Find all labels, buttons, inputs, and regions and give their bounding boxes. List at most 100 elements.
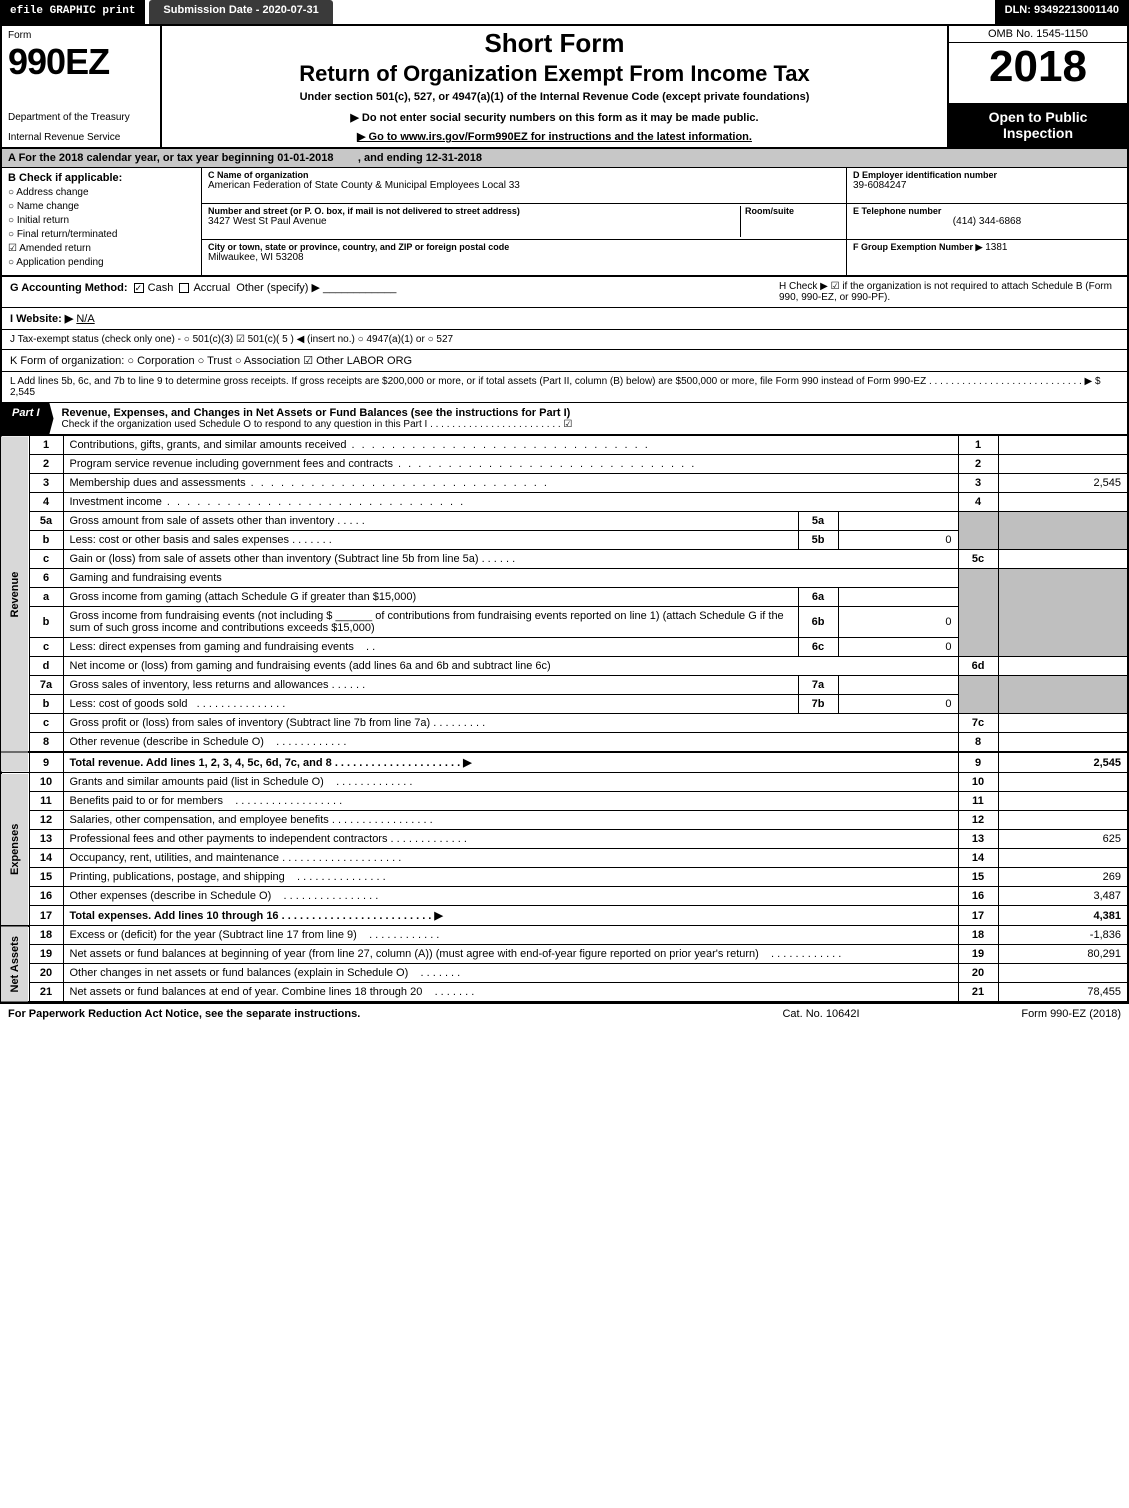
line-16-rv: 3,487 <box>998 887 1128 906</box>
line-5c-rv <box>998 550 1128 569</box>
line-6a-desc: Gross income from gaming (attach Schedul… <box>63 588 798 607</box>
line-7a-sn: 7a <box>798 676 838 695</box>
section-def: D Employer identification number 39-6084… <box>847 168 1127 275</box>
line-6b-sn: 6b <box>798 607 838 638</box>
line-12-rv <box>998 811 1128 830</box>
footer-form: Form 990-EZ (2018) <box>921 1008 1121 1020</box>
group-exemption-value: 1381 <box>985 242 1007 253</box>
line-3-rn: 3 <box>958 474 998 493</box>
line-19-rn: 19 <box>958 945 998 964</box>
line-12-desc: Salaries, other compensation, and employ… <box>70 814 329 826</box>
line-6-num: 6 <box>29 569 63 588</box>
chk-amended-return[interactable]: Amended return <box>8 243 195 254</box>
line-4-desc: Investment income <box>70 496 162 508</box>
side-expenses: Expenses <box>1 773 29 926</box>
line-5c-rn: 5c <box>958 550 998 569</box>
line-7c-num: c <box>29 714 63 733</box>
website-label: I Website: ▶ <box>10 313 73 325</box>
tel-label: E Telephone number <box>853 206 1121 216</box>
line-5a-desc: Gross amount from sale of assets other t… <box>70 515 335 527</box>
line-20-desc: Other changes in net assets or fund bala… <box>70 967 409 979</box>
line-20-rv <box>998 964 1128 983</box>
line-6c-desc: Less: direct expenses from gaming and fu… <box>70 641 354 653</box>
line-10-rn: 10 <box>958 773 998 792</box>
subtitle-instructions-link[interactable]: ▶ Go to www.irs.gov/Form990EZ for instru… <box>170 130 939 143</box>
part-i-sub: Check if the organization used Schedule … <box>62 419 1119 430</box>
row-k-org-form: K Form of organization: ○ Corporation ○ … <box>0 350 1129 372</box>
efile-print-button[interactable]: efile GRAPHIC print <box>0 0 145 24</box>
form-meta-block: OMB No. 1545-1150 2018 Open to Public In… <box>947 26 1127 147</box>
chk-initial-return[interactable]: Initial return <box>8 215 195 226</box>
line-21-rv: 78,455 <box>998 983 1128 1003</box>
line-6b-desc: Gross income from fundraising events (no… <box>63 607 798 638</box>
line-6d-rn: 6d <box>958 657 998 676</box>
line-11-rv <box>998 792 1128 811</box>
line-13-rn: 13 <box>958 830 998 849</box>
line-6d-rv <box>998 657 1128 676</box>
accounting-method-label: G Accounting Method: <box>10 282 128 294</box>
line-4-rv <box>998 493 1128 512</box>
line-6d-num: d <box>29 657 63 676</box>
line-17-desc: Total expenses. Add lines 10 through 16 … <box>63 906 958 926</box>
line-6c-sv: 0 <box>838 638 958 657</box>
line-7c-rn: 7c <box>958 714 998 733</box>
line-9-rv: 2,545 <box>998 752 1128 773</box>
line-13-rv: 625 <box>998 830 1128 849</box>
line-15-rn: 15 <box>958 868 998 887</box>
short-form-label: Short Form <box>170 28 939 59</box>
form-number: 990EZ <box>8 41 154 83</box>
line-10-rv <box>998 773 1128 792</box>
side-net-assets: Net Assets <box>1 926 29 1003</box>
line-2-num: 2 <box>29 455 63 474</box>
row-l-gross-receipts: L Add lines 5b, 6c, and 7b to line 9 to … <box>0 372 1129 403</box>
line-7b-desc: Less: cost of goods sold <box>70 698 188 710</box>
org-name: American Federation of State County & Mu… <box>208 180 840 191</box>
line-4-num: 4 <box>29 493 63 512</box>
line-6-desc: Gaming and fundraising events <box>63 569 958 588</box>
tel-value: (414) 344-6868 <box>853 216 1121 227</box>
section-b: B Check if applicable: Address change Na… <box>2 168 202 275</box>
line-2-rv <box>998 455 1128 474</box>
row-h-check: H Check ▶ ☑ if the organization is not r… <box>779 281 1119 303</box>
chk-accrual[interactable] <box>179 283 189 293</box>
chk-cash[interactable] <box>134 283 144 293</box>
line-16-rn: 16 <box>958 887 998 906</box>
line-16-num: 16 <box>29 887 63 906</box>
line-21-rn: 21 <box>958 983 998 1003</box>
line-18-rv: -1,836 <box>998 926 1128 945</box>
line-7a-num: 7a <box>29 676 63 695</box>
ein-label: D Employer identification number <box>853 170 1121 180</box>
line-12-num: 12 <box>29 811 63 830</box>
line-5b-sv: 0 <box>838 531 958 550</box>
line-19-num: 19 <box>29 945 63 964</box>
chk-application-pending[interactable]: Application pending <box>8 257 195 268</box>
line-14-rv <box>998 849 1128 868</box>
footer-left: For Paperwork Reduction Act Notice, see … <box>8 1008 721 1020</box>
part-i-header: Part I Revenue, Expenses, and Changes in… <box>0 403 1129 435</box>
omb-number: OMB No. 1545-1150 <box>949 26 1127 43</box>
line-3-rv: 2,545 <box>998 474 1128 493</box>
form-header: Form 990EZ Department of the Treasury In… <box>0 26 1129 149</box>
chk-final-return[interactable]: Final return/terminated <box>8 229 195 240</box>
line-7b-sn: 7b <box>798 695 838 714</box>
line-21-num: 21 <box>29 983 63 1003</box>
line-7a-desc: Gross sales of inventory, less returns a… <box>70 679 329 691</box>
line-15-rv: 269 <box>998 868 1128 887</box>
line-19-rv: 80,291 <box>998 945 1128 964</box>
room-label: Room/suite <box>745 206 840 216</box>
line-12-rn: 12 <box>958 811 998 830</box>
chk-name-change[interactable]: Name change <box>8 201 195 212</box>
subtitle-section: Under section 501(c), 527, or 4947(a)(1)… <box>170 91 939 103</box>
city-value: Milwaukee, WI 53208 <box>208 252 840 263</box>
accounting-other: Other (specify) ▶ <box>236 282 320 294</box>
dln-label: DLN: 93492213001140 <box>995 0 1129 24</box>
ein-value: 39-6084247 <box>853 180 1121 191</box>
line-15-num: 15 <box>29 868 63 887</box>
line-20-rn: 20 <box>958 964 998 983</box>
line-5b-num: b <box>29 531 63 550</box>
side-revenue: Revenue <box>1 436 29 753</box>
chk-address-change[interactable]: Address change <box>8 187 195 198</box>
line-3-num: 3 <box>29 474 63 493</box>
row-gh: G Accounting Method: Cash Accrual Other … <box>0 277 1129 308</box>
section-c: C Name of organization American Federati… <box>202 168 847 275</box>
